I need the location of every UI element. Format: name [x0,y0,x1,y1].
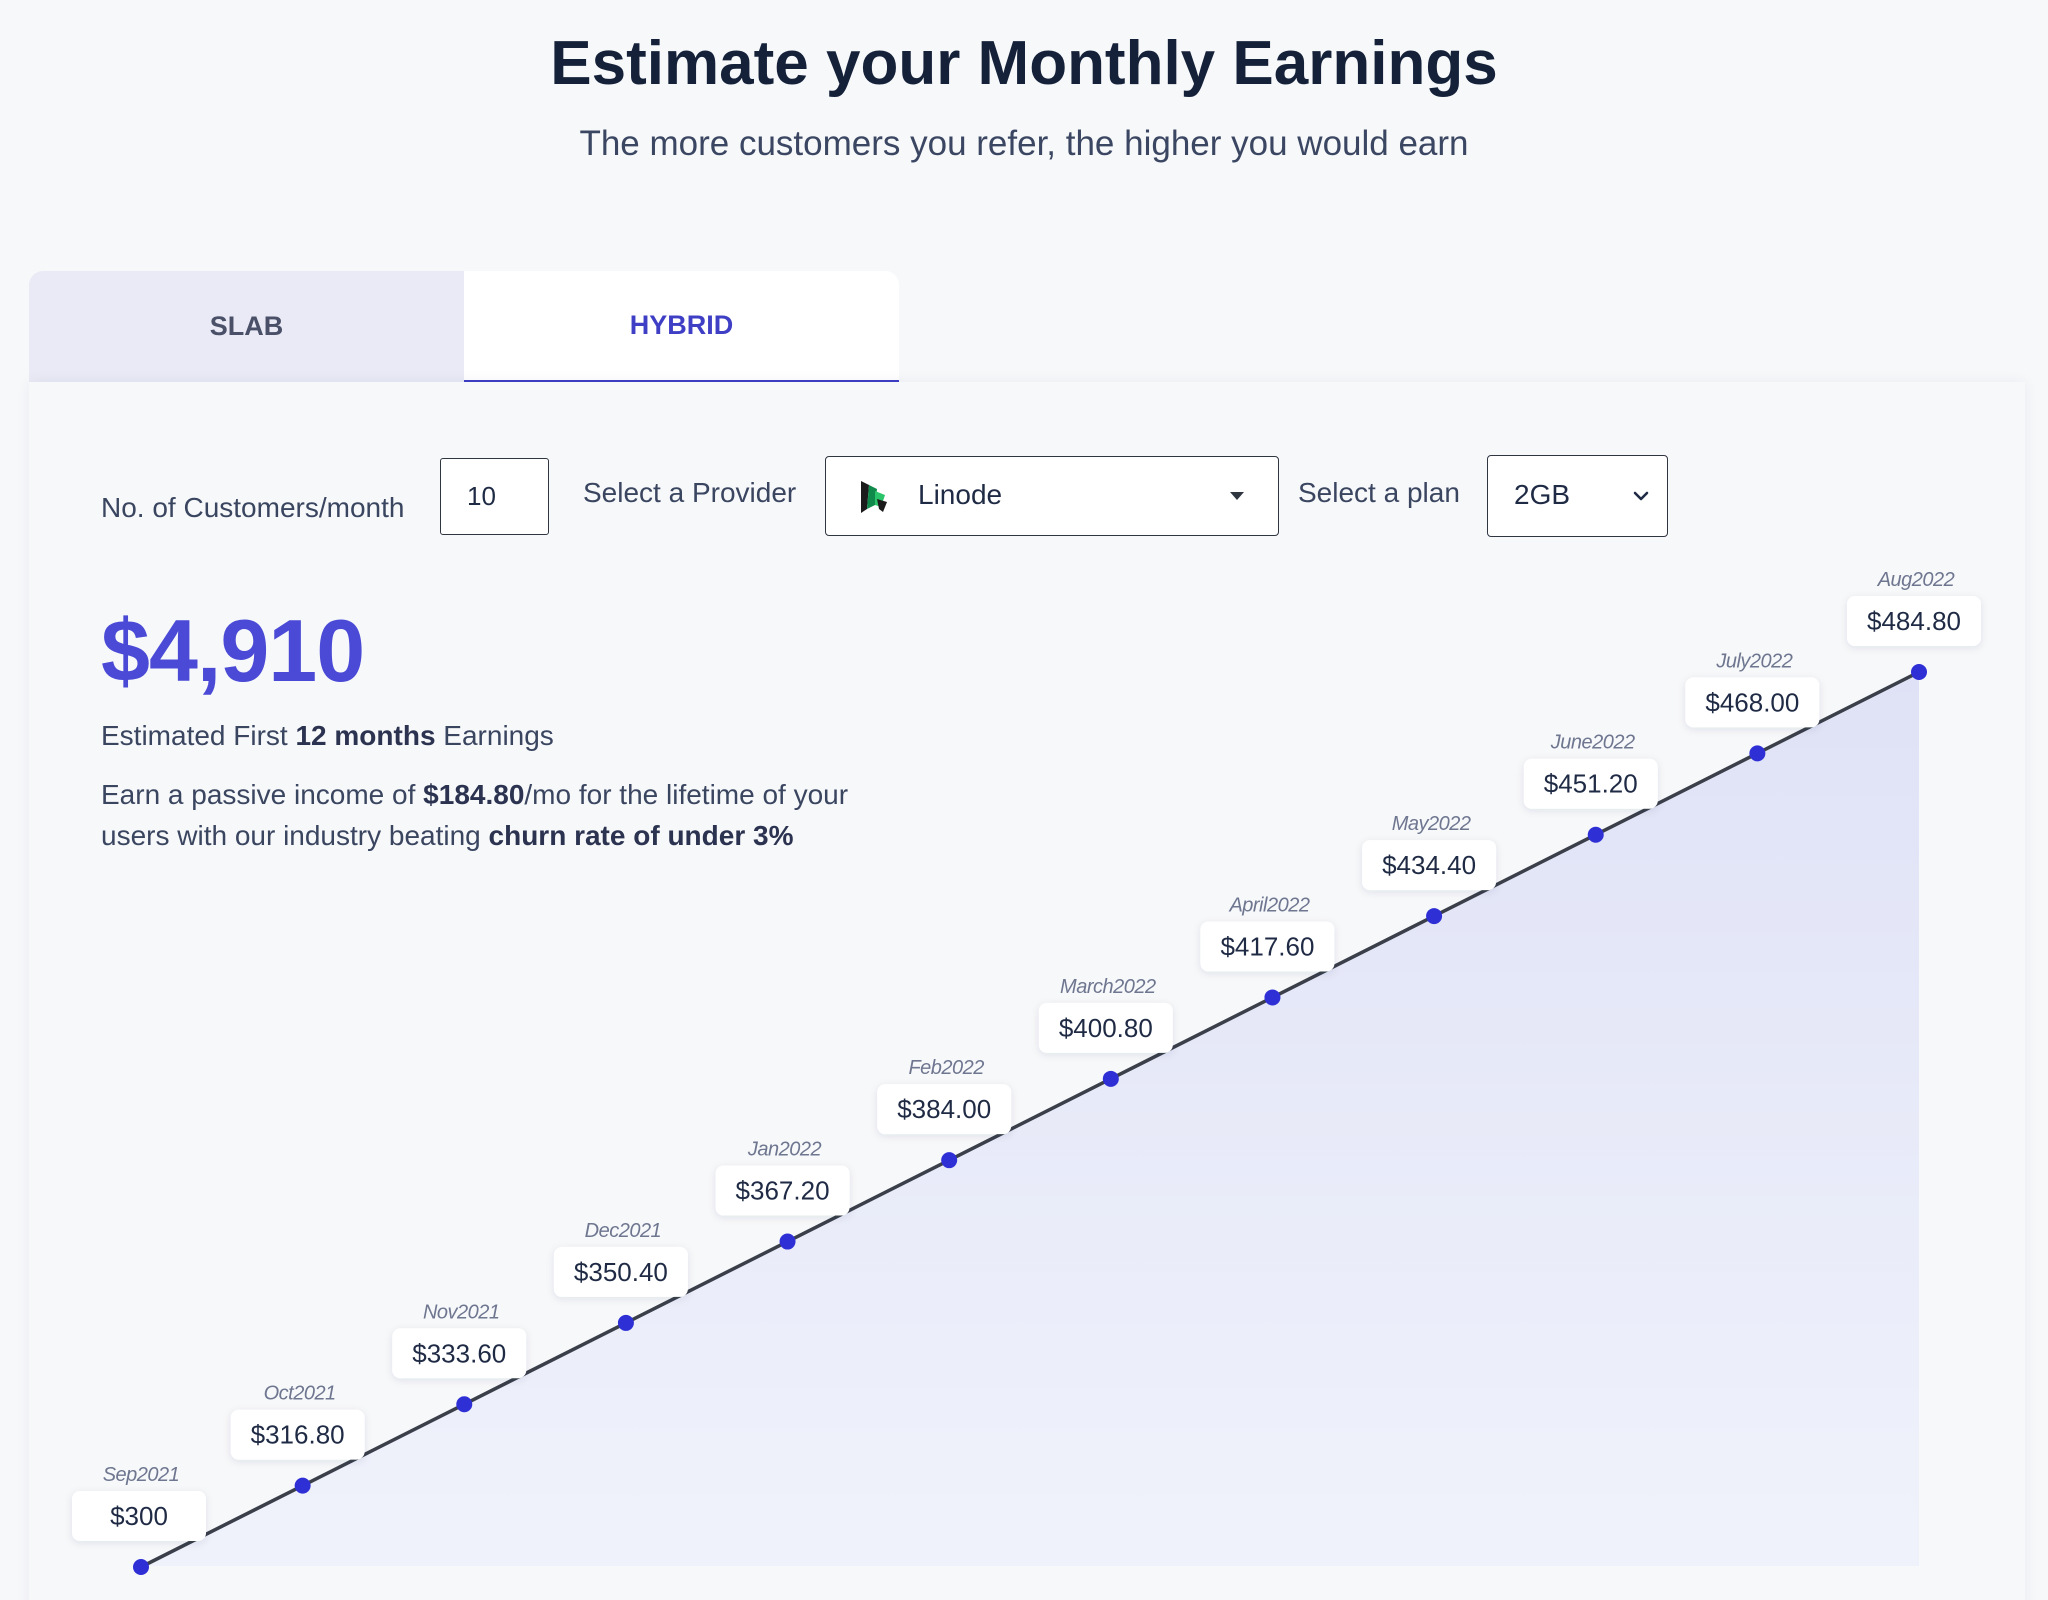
chart-point[interactable] [1102,1070,1119,1087]
chart-point[interactable] [1426,908,1443,925]
page-title: Estimate your Monthly Earnings [550,29,1498,98]
data-label: $316.80 [251,1420,345,1450]
chart-point[interactable] [941,1152,958,1169]
tooltip-box [1847,596,1981,646]
chart-point[interactable] [294,1477,311,1494]
data-label: $451.20 [1544,769,1638,799]
chart-value-tooltip: $434.40 May2022 [1362,813,1497,891]
chart-value-tooltip: $333.60 Nov2021 [392,1301,527,1379]
data-label: $484.80 [1867,606,1961,636]
x-tick-label: May2022 [1392,813,1471,835]
chart-value-tooltip: $451.20 June2022 [1523,732,1658,809]
chart-point[interactable] [1264,989,1281,1006]
caret-down-icon [1230,492,1244,500]
data-label: $333.60 [412,1338,506,1368]
total-earnings: $4,910 [101,601,365,700]
chart-point[interactable] [779,1233,796,1250]
data-label: $417.60 [1220,931,1314,961]
x-tick-label: Feb2022 [908,1057,984,1079]
tooltip-box [1038,1002,1173,1053]
customers-input[interactable] [440,458,549,535]
chart-value-tooltip: $300 Sep2021 [72,1464,206,1541]
churn-rate-text: churn rate of under 3% [488,820,794,851]
provider-label: Select a Provider [583,477,797,508]
data-label: $300 [110,1501,168,1531]
plan-value: 2GB [1514,479,1571,510]
tooltip-box [877,1084,1012,1135]
chart-value-tooltip: $316.80 Oct2021 [230,1383,365,1460]
chart-value-tooltip: $400.80 March2022 [1038,976,1173,1053]
tooltip-box [1200,921,1335,972]
estimate-prefix: Estimated First [101,720,296,751]
provider-select[interactable]: Linode [825,456,1279,536]
passive-middle: /mo for the lifetime of your users with … [101,779,849,851]
chevron-down-icon [1633,491,1649,501]
chart-value-tooltip: $468.00 July2022 [1685,650,1820,728]
data-label: $434.40 [1382,850,1476,880]
passive-amount: $184.80 [423,779,525,810]
chart-point[interactable] [133,1559,149,1575]
plan-select[interactable]: 2GB [1487,455,1668,537]
x-tick-label: April2022 [1228,894,1309,916]
tooltip-box [715,1165,850,1216]
chart-value-tooltip: $484.80 Aug2022 [1847,569,1981,646]
x-tick-label: Aug2022 [1877,569,1955,591]
tab-slab[interactable]: SLAB [29,271,464,382]
x-tick-label: Dec2021 [585,1220,662,1242]
chart-point[interactable] [1749,745,1766,762]
plan-label: Select a plan [1298,477,1460,508]
chart-point[interactable] [617,1314,634,1331]
x-tick-label: Jan2022 [747,1139,822,1161]
tooltip-box [1523,758,1658,809]
tooltip-box [392,1328,527,1379]
estimate-suffix: Earnings [435,720,554,751]
passive-prefix: Earn a passive income of [101,779,424,810]
x-tick-label: Nov2021 [423,1301,500,1323]
x-tick-label: Oct2021 [264,1383,336,1405]
tooltip-box [1685,677,1820,728]
data-label: $400.80 [1059,1013,1153,1043]
chart-value-tooltip: $350.40 Dec2021 [553,1220,688,1297]
data-label: $384.00 [897,1094,991,1124]
x-tick-label: July2022 [1715,650,1792,672]
data-label: $468.00 [1705,687,1799,717]
chart-value-tooltip: $384.00 Feb2022 [877,1057,1012,1135]
chart-series-line [140,670,1920,1569]
chart-value-tooltip: $417.60 April2022 [1200,894,1335,972]
tooltip-box [553,1246,688,1297]
data-label: $350.40 [574,1257,668,1287]
x-tick-label: March2022 [1060,976,1156,998]
x-tick-label: June2022 [1550,732,1635,754]
provider-value: Linode [918,479,1003,510]
passive-income-text: Earn a passive income of $184.80/mo for … [101,774,921,856]
chart-point[interactable] [456,1396,473,1413]
tooltip-box [1362,840,1497,891]
chart-point[interactable] [1587,826,1604,843]
chart-value-tooltip: $367.20 Jan2022 [715,1139,850,1216]
data-label: $367.20 [736,1176,830,1206]
page-subtitle: The more customers you refer, the higher… [579,124,1469,163]
chart-point[interactable] [1911,664,1927,680]
estimate-period: 12 months [295,720,436,751]
tab-hybrid[interactable]: HYBRID [464,271,899,382]
x-tick-label: Sep2021 [103,1464,180,1486]
linode-logo-icon [861,481,887,513]
customers-label: No. of Customers/month [101,492,405,523]
estimate-caption: Estimated First 12 months Earnings [101,720,554,752]
tooltip-box [230,1409,365,1460]
tooltip-box [72,1491,206,1541]
